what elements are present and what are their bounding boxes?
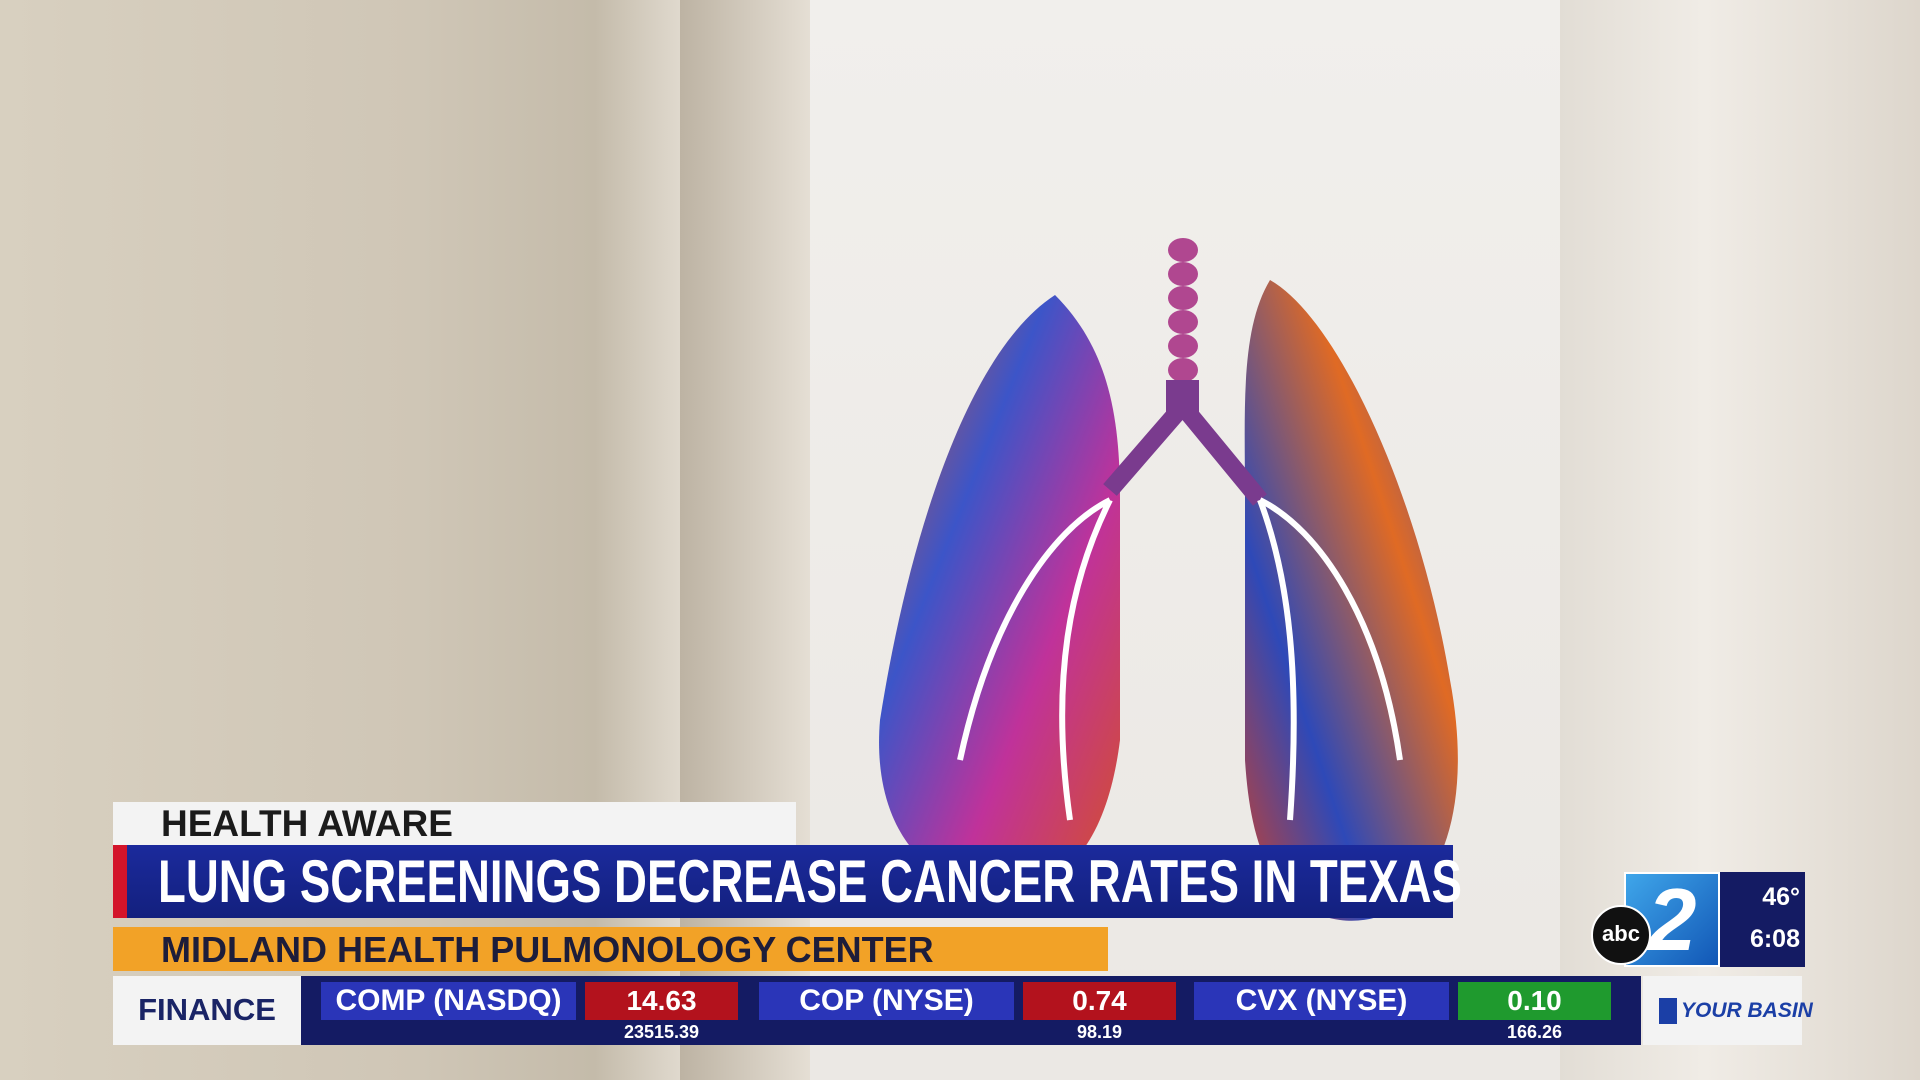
ticker-label: FINANCE (138, 992, 276, 1027)
symbol: COP (NYSE) (799, 984, 974, 1017)
texas-icon (1659, 998, 1677, 1024)
brand: YOUR BASIN (1681, 999, 1813, 1022)
accent (113, 845, 127, 918)
network: abc (1602, 921, 1640, 946)
bronchi (1103, 380, 1267, 506)
headline-wrap: LUNG SCREENINGS DECREASE CANCER RATES IN… (158, 851, 1874, 913)
symbol-box (759, 982, 1014, 1020)
brand-box: YOUR BASIN (1643, 976, 1813, 1045)
time: 6:08 (1749, 925, 1800, 953)
symbol: CVX (NYSE) (1235, 984, 1408, 1017)
temperature: 46° (1762, 883, 1800, 911)
symbol-box (1194, 982, 1449, 1020)
background-wall (0, 0, 700, 1080)
subhead: MIDLAND HEALTH PULMONOLOGY CENTER (161, 929, 934, 970)
change-box (585, 982, 738, 1020)
change: 0.10 (1507, 985, 1562, 1016)
price: 23515.39 (623, 1022, 700, 1042)
price: 98.19 (1076, 1022, 1123, 1042)
kicker: HEALTH AWARE (161, 803, 453, 844)
lung-illustration (879, 238, 1458, 921)
weather-box: 46° 6:08 (1720, 872, 1805, 967)
ticker-label-box: FINANCE (113, 976, 301, 1045)
price: 166.26 (1506, 1022, 1563, 1042)
change-box (1023, 982, 1176, 1020)
headline: LUNG SCREENINGS DECREASE CANCER RATES IN… (158, 848, 1462, 915)
branches (957, 497, 1403, 821)
subhead-bar: MIDLAND HEALTH PULMONOLOGY CENTER (113, 927, 1108, 971)
change-box (1458, 982, 1611, 1020)
headline-bar: LUNG SCREENINGS DECREASE CANCER RATES IN… (113, 845, 1462, 918)
symbol: COMP (NASDQ) (335, 984, 562, 1017)
trachea (1168, 238, 1198, 382)
channel: 2 (1647, 870, 1697, 969)
kicker-bar: HEALTH AWARE (113, 802, 796, 845)
network-logo: abc (1591, 905, 1651, 965)
change: 14.63 (626, 985, 697, 1016)
symbol-box (321, 982, 576, 1020)
change: 0.74 (1072, 985, 1127, 1016)
left-lung (879, 295, 1120, 892)
background-edge (680, 0, 820, 1080)
